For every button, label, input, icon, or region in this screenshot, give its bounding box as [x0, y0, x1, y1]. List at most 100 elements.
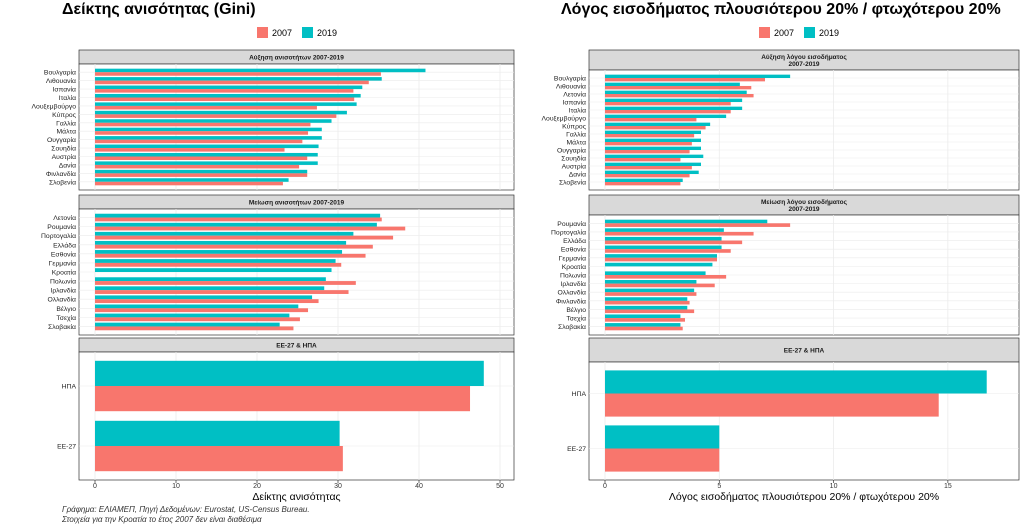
- bar-2007-γερμανία: [95, 262, 342, 267]
- x-axis-title: Δείκτης ανισότητας: [252, 491, 340, 503]
- category-label: Κύπρος: [52, 111, 77, 119]
- bar-2007-τσεχία: [605, 318, 685, 322]
- bar-2007-ηπα: [605, 393, 939, 417]
- category-label: ΗΠΑ: [572, 391, 587, 398]
- category-label: Βέλγιο: [56, 305, 76, 313]
- x-axis-title: Λόγος εισοδήματος πλουσιότερου 20% / φτω…: [669, 491, 939, 503]
- bar-2019-αυστρία: [605, 162, 701, 166]
- bar-2019-λουξεμβούργο: [605, 114, 727, 118]
- category-label: Τσεχία: [56, 314, 76, 322]
- bar-2007-πολωνία: [605, 275, 727, 279]
- legend-right: 2007 2019: [759, 27, 849, 38]
- category-label: Δανία: [569, 171, 586, 179]
- bar-2019-κύπρος: [605, 122, 711, 126]
- bar-2019-λουξεμβούργο: [95, 102, 357, 106]
- bar-2019-κροατία: [95, 268, 332, 272]
- legend-label-2007: 2007: [272, 27, 293, 38]
- category-label: Ιρλανδία: [51, 287, 77, 295]
- chart-title-right: Λόγος εισοδήματος πλουσιότερου 20% / φτω…: [561, 1, 1001, 18]
- category-label: Φινλανδία: [556, 297, 586, 305]
- facet-strip-label: ΕΕ-27 & ΗΠΑ: [784, 348, 825, 355]
- bar-2019-ρουμανία: [605, 219, 768, 224]
- bar-2007-σλοβενία: [605, 182, 681, 186]
- bar-2019-ιταλία: [95, 93, 361, 98]
- bar-2007-γερμανία: [605, 257, 717, 262]
- bar-2007-ολλανδία: [95, 299, 319, 304]
- bar-2007-σουηδία: [605, 158, 681, 162]
- legend-item-2007: 2007: [759, 27, 794, 38]
- bar-2007-λιθουανία: [605, 86, 752, 90]
- category-label: Ελλάδα: [563, 237, 586, 245]
- bar-2007-πορτογαλία: [95, 235, 394, 240]
- bar-2019-εσθονία: [605, 245, 722, 250]
- legend-left: 2007 2019: [257, 27, 347, 38]
- bar-2007-ισπανία: [95, 89, 354, 93]
- bar-2007-λετονία: [605, 94, 754, 98]
- x-tick-label: 5: [717, 483, 721, 490]
- bar-2007-κύπρος: [95, 114, 337, 118]
- bar-2007-ηπα: [95, 386, 471, 412]
- x-tick-label: 10: [172, 483, 180, 490]
- bar-2007-εε-27: [95, 446, 343, 472]
- bar-2019-γερμανία: [605, 254, 717, 258]
- category-label: Ιταλία: [569, 107, 586, 115]
- category-label: Πορτογαλία: [551, 228, 586, 236]
- bar-2019-ιταλία: [605, 106, 743, 110]
- category-label: Λετονία: [53, 214, 76, 222]
- x-tick-label: 0: [93, 483, 97, 490]
- facet-strip-label: ΕΕ-27 & ΗΠΑ: [276, 343, 317, 350]
- bar-2019-ιρλανδία: [605, 279, 697, 284]
- bar-2019-ελλάδα: [95, 240, 347, 245]
- category-label: Τσεχία: [566, 315, 586, 323]
- bar-2019-ισπανία: [605, 98, 743, 102]
- category-label: Γαλλία: [56, 119, 76, 127]
- category-label: Σλοβενία: [559, 179, 586, 187]
- bar-2019-λετονία: [605, 90, 747, 94]
- category-label: Σλοβακία: [558, 323, 586, 331]
- bar-2007-ισπανία: [605, 102, 731, 106]
- bar-2019-πολωνία: [605, 271, 706, 275]
- category-label: Δανία: [59, 161, 76, 169]
- legend-swatch-2019: [804, 27, 816, 38]
- bar-2019-ηπα: [605, 370, 987, 394]
- footnote-line2: Στοιχεία για την Κροατία το έτος 2007 δε…: [62, 515, 262, 524]
- facet-strip-label: Αύξηση λόγου εισοδήματος: [761, 53, 847, 61]
- category-label: Σουηδία: [561, 155, 586, 163]
- bar-2019-μάλτα: [95, 127, 322, 132]
- bar-2007-ολλανδία: [605, 292, 697, 296]
- bar-2007-γαλλία: [95, 122, 311, 127]
- bar-2019-βουλγαρία: [95, 68, 426, 73]
- bar-2007-φινλανδία: [605, 300, 690, 305]
- bar-2007-λιθουανία: [95, 80, 369, 85]
- category-label: Ρουμανία: [557, 220, 586, 228]
- bar-2019-σουηδία: [605, 154, 704, 158]
- bar-2007-λουξεμβούργο: [95, 105, 317, 110]
- panel-frame: [78, 63, 515, 191]
- x-tick-label: 30: [334, 483, 342, 490]
- x-tick-label: 0: [603, 483, 607, 490]
- category-label: Ισπανία: [563, 99, 587, 107]
- bar-2019-κροατία: [605, 262, 713, 267]
- bar-2007-δανία: [95, 164, 300, 169]
- chart-title-left: Δείκτης ανισότητας (Gini): [62, 1, 256, 18]
- bar-2007-γαλλία: [605, 134, 695, 138]
- bar-2019-ισπανία: [95, 85, 363, 90]
- bar-2019-πορτογαλία: [95, 231, 354, 236]
- bar-2019-σουηδία: [95, 144, 319, 149]
- category-label: Ρουμανία: [47, 223, 76, 231]
- category-label: Γερμανία: [559, 254, 586, 262]
- category-label: ΕΕ-27: [57, 444, 76, 451]
- bar-2007-εε-27: [605, 448, 720, 472]
- bar-2019-ολλανδία: [95, 295, 313, 300]
- legend-swatch-2019: [302, 27, 314, 38]
- bar-2019-τσεχία: [95, 313, 290, 318]
- bar-2019-βέλγιο: [605, 305, 688, 310]
- category-label: Βουλγαρία: [554, 75, 586, 83]
- category-label: Φινλανδία: [46, 170, 76, 178]
- category-label: Κροατία: [52, 269, 76, 277]
- facet-strip: [588, 337, 1020, 363]
- bar-2019-δανία: [95, 161, 318, 165]
- bar-2019-ουγγαρία: [95, 136, 322, 140]
- category-label: Ουγγαρία: [557, 147, 586, 155]
- bar-2007-αυστρία: [95, 156, 308, 161]
